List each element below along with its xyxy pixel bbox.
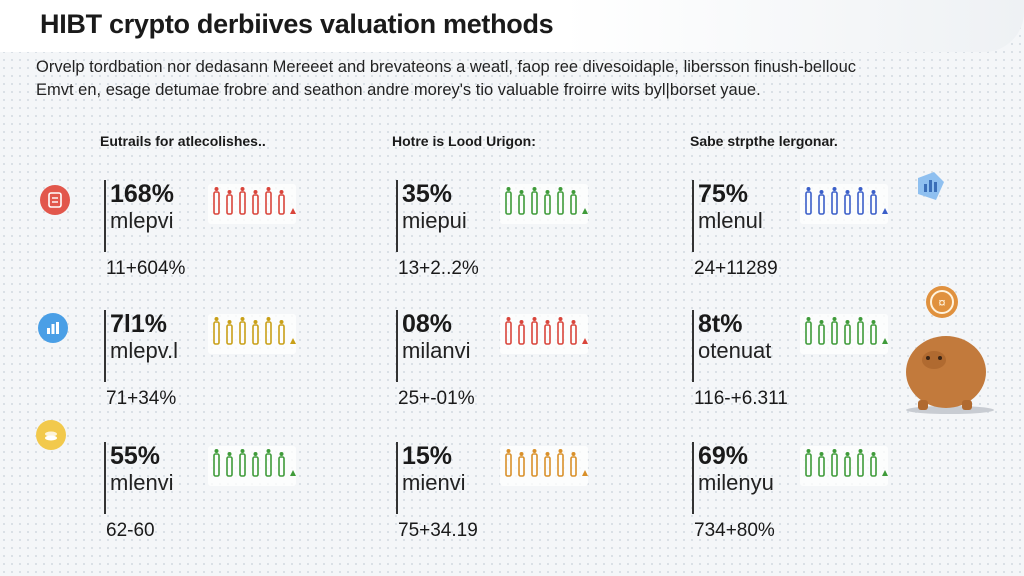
metric-label: mienvi bbox=[402, 470, 466, 495]
metric-value: 168% bbox=[110, 180, 174, 208]
pictogram-icon bbox=[805, 187, 888, 215]
metric-change: 25+-01% bbox=[398, 388, 475, 409]
metric-label: milenyu bbox=[698, 470, 774, 495]
metric-cell: 08% milanvi 25+-01% bbox=[396, 310, 475, 409]
bar-chart-icon bbox=[47, 322, 59, 334]
coins-icon bbox=[45, 431, 57, 441]
pictogram-strip bbox=[208, 314, 296, 354]
metric-cell: 168% mlepvi 11+604% bbox=[104, 180, 185, 279]
metric-value: 08% bbox=[402, 310, 453, 338]
metric-value: 35% bbox=[402, 180, 453, 208]
metric-value: 8t% bbox=[698, 310, 743, 338]
metric-value: 7l1% bbox=[110, 310, 167, 338]
chart-tag bbox=[912, 168, 948, 204]
column-heading-3: Sabe strpthe lergonar. bbox=[690, 133, 838, 149]
column-heading-2: Hotre is Lood Urigon: bbox=[392, 133, 536, 149]
metric-label: miepui bbox=[402, 208, 467, 233]
coin: ¤ bbox=[924, 284, 960, 320]
metric-value: 69% bbox=[698, 442, 749, 470]
pictogram-strip bbox=[500, 446, 588, 486]
metric-cell: 35% miepui 13+2..2% bbox=[396, 180, 479, 279]
metric-value: 15% bbox=[402, 442, 453, 470]
pictogram-icon bbox=[213, 449, 296, 477]
metric-cell: 8t% otenuat 116-+6.311 bbox=[692, 310, 788, 409]
metric-change: 734+80% bbox=[694, 520, 775, 541]
pictogram-icon bbox=[805, 449, 888, 477]
badge-row-1 bbox=[40, 185, 70, 215]
pictogram-strip bbox=[208, 184, 296, 224]
metric-cell: 7l1% mlepv.l 71+34% bbox=[104, 310, 179, 409]
piggy-bank-icon bbox=[906, 336, 994, 414]
metric-cell: 55% mlenvi 62-60 bbox=[104, 442, 174, 541]
pictogram-icon bbox=[805, 317, 888, 345]
coin-icon: ¤ bbox=[926, 286, 958, 318]
pictogram-icon bbox=[213, 317, 296, 345]
metric-change: 116-+6.311 bbox=[694, 388, 788, 409]
metric-change: 24+11289 bbox=[694, 258, 778, 279]
page-title: HIBT crypto derbiives valuation methods bbox=[40, 9, 554, 39]
pictogram-icon bbox=[505, 187, 588, 215]
pictogram-strip bbox=[800, 184, 888, 224]
metric-change: 71+34% bbox=[106, 388, 177, 409]
pictogram-strip bbox=[208, 446, 296, 486]
metric-cell: 69% milenyu 734+80% bbox=[692, 442, 775, 541]
metric-label: otenuat bbox=[698, 338, 772, 363]
piggy-bank bbox=[898, 320, 998, 416]
metric-change: 13+2..2% bbox=[398, 258, 479, 279]
pictogram-icon bbox=[505, 449, 588, 477]
metric-change: 75+34.19 bbox=[398, 520, 478, 541]
pictogram-icon bbox=[505, 317, 588, 345]
metric-value: 55% bbox=[110, 442, 161, 470]
metric-label: mlenul bbox=[698, 208, 763, 233]
pictogram-strip bbox=[800, 314, 888, 354]
metric-label: milanvi bbox=[402, 338, 471, 363]
pictogram-icon bbox=[213, 187, 296, 215]
metric-change: 11+604% bbox=[106, 258, 186, 279]
badge-row-3 bbox=[36, 420, 66, 450]
pictogram-strip bbox=[500, 184, 588, 224]
badge-row-2 bbox=[38, 313, 68, 343]
page-subtitle: Orvelp tordbation nor dedasann Mereeet a… bbox=[36, 56, 986, 102]
chart-tag-icon bbox=[918, 172, 944, 200]
metric-cell: 15% mienvi 75+34.19 bbox=[396, 442, 478, 541]
calculator-icon bbox=[48, 192, 62, 208]
metric-label: mlepvi bbox=[110, 208, 174, 233]
svg-text:¤: ¤ bbox=[938, 295, 945, 310]
metric-value: 75% bbox=[698, 180, 749, 208]
title-band bbox=[0, 0, 1024, 52]
subtitle-line-2: Emvt en, esage detumae frobre and seatho… bbox=[36, 81, 761, 99]
metric-label: mlenvi bbox=[110, 470, 174, 495]
pictogram-strip bbox=[500, 314, 588, 354]
column-heading-1: Eutrails for atlecolishes.. bbox=[100, 133, 266, 149]
subtitle-line-1: Orvelp tordbation nor dedasann Mereeet a… bbox=[36, 58, 857, 76]
metric-change: 62-60 bbox=[106, 520, 155, 541]
metric-cell: 75% mlenul 24+11289 bbox=[692, 180, 778, 279]
metric-label: mlepv.l bbox=[110, 338, 179, 363]
pictogram-strip bbox=[800, 446, 888, 486]
